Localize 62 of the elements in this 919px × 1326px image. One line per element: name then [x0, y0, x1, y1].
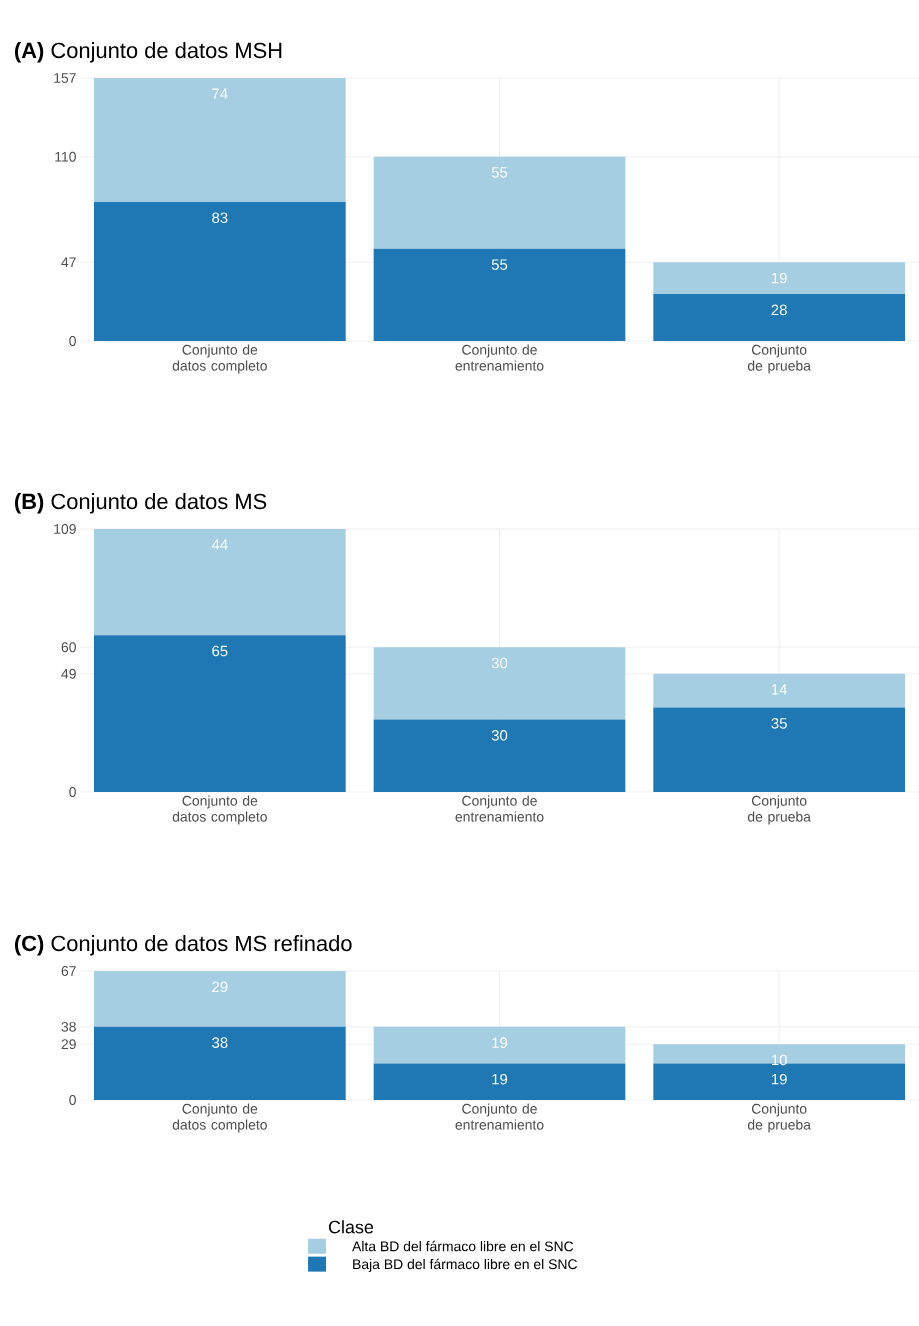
bar [93, 528, 346, 636]
x-tick-label: Conjunto de datos completo [172, 1103, 267, 1133]
y-tick-label: 0 [69, 1095, 76, 1105]
x-tick-label: Conjunto de entrenamiento [455, 795, 544, 822]
data-label: 19 [771, 1073, 787, 1085]
data-label: 55 [491, 259, 507, 270]
y-tick-label: 109 [54, 524, 76, 534]
x-tick-label: Conjunto de datos completo [172, 344, 267, 374]
legend-title: Clase [328, 1220, 373, 1234]
bar [373, 1026, 626, 1064]
bar [373, 156, 626, 249]
y-tick-label: 110 [55, 151, 76, 162]
x-tick-label: Conjunto de prueba [747, 1103, 811, 1133]
y-tick-label: 60 [61, 642, 76, 653]
data-label: 44 [211, 539, 228, 550]
data-label: 19 [492, 1037, 507, 1048]
y-tick-label: 29 [61, 1039, 76, 1050]
y-tick-label: 157 [54, 73, 76, 83]
bar [373, 647, 626, 720]
x-tick-label: Conjunto de datos completo [172, 795, 267, 825]
data-label: 14 [771, 684, 787, 695]
bar [653, 673, 905, 708]
data-label: 38 [211, 1037, 228, 1048]
y-tick-label: 67 [61, 966, 76, 976]
bar [93, 1026, 346, 1100]
bar [653, 1044, 905, 1064]
y-tick-label: 0 [69, 336, 76, 346]
y-tick-label: 38 [61, 1021, 76, 1032]
bar [93, 971, 346, 1027]
bar [93, 201, 346, 341]
bar [93, 635, 346, 792]
x-tick-label: Conjunto de prueba [747, 795, 811, 825]
y-tick-label: 49 [61, 668, 76, 679]
data-label: 19 [492, 1073, 507, 1085]
bar [653, 294, 905, 341]
data-label: 83 [211, 212, 228, 224]
data-label: 30 [491, 657, 508, 669]
data-label: 74 [212, 88, 228, 99]
bar [373, 1063, 626, 1100]
x-tick-label: Conjunto de entrenamiento [455, 344, 544, 371]
data-label: 30 [491, 730, 508, 741]
legend-label: Baja BD del fármaco libre en el SNC [352, 1258, 577, 1272]
data-label: 35 [771, 718, 787, 729]
legend-label: Alta BD del fármaco libre en el SNC [351, 1240, 573, 1252]
x-tick-label: Conjunto de prueba [747, 344, 811, 374]
chart-title: (A) Conjunto de datos MSH [14, 42, 282, 63]
data-label: 19 [771, 272, 787, 284]
data-label: 10 [771, 1054, 787, 1066]
y-tick-label: 0 [69, 787, 76, 797]
bar [653, 262, 905, 295]
x-tick-label: Conjunto de entrenamiento [455, 1103, 544, 1130]
chart-title: (B) Conjunto de datos MS [14, 493, 267, 514]
data-label: 28 [771, 304, 787, 316]
bar [93, 77, 346, 202]
chart-title: (C) Conjunto de datos MS refinado [14, 935, 352, 956]
y-tick-label: 47 [61, 257, 76, 268]
data-label: 65 [212, 645, 228, 657]
bar [653, 707, 905, 792]
bar [373, 248, 626, 341]
data-label: 29 [212, 981, 228, 993]
data-label: 55 [491, 167, 507, 178]
bar [373, 719, 626, 792]
